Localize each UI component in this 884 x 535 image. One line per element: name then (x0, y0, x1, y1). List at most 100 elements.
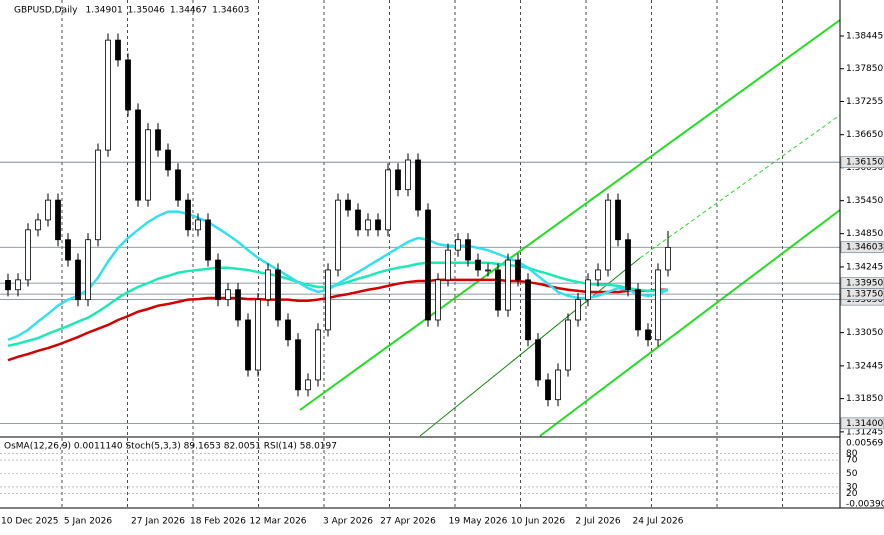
candle-body (465, 239, 471, 261)
level-label-bg (840, 417, 884, 430)
vertical-grid (61, 0, 783, 508)
moving-average (7, 210, 669, 341)
candle-body (565, 319, 571, 371)
y-tick-label: 1.32445 (846, 361, 883, 371)
candle-body (35, 219, 41, 231)
header-value: 1.34603 (212, 6, 249, 16)
candle-body (225, 289, 231, 301)
level-label-bg (840, 156, 884, 168)
level-label: 1.31400 (846, 419, 883, 429)
y-tick-label: 1.37850 (846, 64, 883, 74)
level-label: 1.33650 (846, 295, 883, 305)
candle-body (25, 229, 31, 281)
candle-body (235, 289, 241, 321)
candle-body (385, 169, 391, 231)
candle-body (115, 39, 121, 61)
candle-body (555, 369, 561, 401)
candle-body (325, 269, 331, 331)
candle-body (335, 199, 341, 271)
candle-body (515, 259, 521, 281)
level-label-bg (840, 288, 884, 300)
level-label: 1.36150 (846, 158, 883, 168)
candle-body (75, 259, 81, 301)
candle-body (285, 319, 291, 341)
candle-body (605, 199, 611, 271)
candle-body (265, 269, 271, 301)
level-label-bg (840, 241, 884, 254)
candle-body (445, 249, 451, 281)
candle-body (155, 129, 161, 151)
candle-body (375, 219, 381, 231)
x-tick-label: 5 Jan 2026 (64, 517, 112, 527)
channel-mid-ext (639, 114, 841, 259)
candle-body (665, 247, 671, 271)
candle-body (485, 269, 491, 272)
y-tick-label: 1.33050 (846, 328, 883, 338)
candle-body (205, 219, 211, 261)
candle-body (525, 279, 531, 341)
x-tick-label: 27 Apr 2026 (380, 517, 436, 527)
y-tick-label: 20 (846, 489, 858, 499)
indicator-title: OsMA(12,26,9) 0.0011140 Stoch(5,3,3) 89.… (4, 442, 337, 452)
candle-body (595, 269, 601, 281)
candle-body (165, 149, 171, 171)
candle-body (295, 339, 301, 391)
x-tick-label: 10 Dec 2025 (1, 517, 59, 527)
header-value: 1.35046 (128, 6, 165, 16)
plot (0, 33, 840, 494)
candle-body (345, 199, 351, 211)
candle-body (5, 280, 11, 291)
candle-body (215, 259, 221, 301)
y-tick-label: 1.31245 (846, 427, 883, 437)
channel-upper (299, 19, 841, 411)
candle-body (625, 239, 631, 291)
candle-body (125, 59, 131, 111)
channel-mid (419, 257, 641, 437)
level-label: 1.33950 (846, 279, 883, 289)
level-label: 1.34603 (846, 243, 883, 253)
candle-body (145, 129, 151, 201)
candle-body (615, 199, 621, 241)
candle-body (255, 299, 261, 371)
candle-body (95, 149, 101, 241)
candle-body (305, 379, 311, 391)
candle-body (195, 219, 201, 231)
x-tick-label: 19 May 2026 (449, 517, 508, 527)
y2-tick-label: 0.005692 (846, 439, 884, 449)
candle-body (365, 219, 371, 231)
y-tick-label: 1.36050 (846, 163, 883, 173)
candle-body (545, 379, 551, 401)
y-tick-label: 30 (846, 482, 858, 492)
candle-body (395, 169, 401, 191)
candle-body (245, 319, 251, 371)
y-tick-label: 1.35450 (846, 196, 883, 206)
y-tick-label: 1.34850 (846, 229, 883, 239)
x-tick-label: 10 Jun 2026 (511, 517, 565, 527)
x-tick-label: 12 Mar 2026 (249, 517, 306, 527)
header-value: 1.34901 (85, 6, 122, 16)
candle-body (355, 209, 361, 231)
header-value: 1.34467 (170, 6, 207, 16)
candle-body (185, 199, 191, 231)
y-tick-label: 50 (846, 469, 858, 479)
candle-body (415, 159, 421, 211)
y-tick-label: 70 (846, 456, 858, 466)
y-tick-label: 1.34245 (846, 262, 883, 272)
x-tick-label: 2 Jul 2026 (575, 517, 620, 527)
candle-body (275, 269, 281, 321)
candle-body (535, 339, 541, 381)
candle-body (175, 169, 181, 201)
channel-lower (539, 209, 841, 437)
y-tick-label: 1.36650 (846, 130, 883, 140)
candle-body (85, 239, 91, 301)
candle-body (65, 239, 71, 261)
candle-body (105, 39, 111, 151)
candle-body (455, 239, 461, 251)
candle-body (45, 199, 51, 221)
symbol-title: GBPUSD,Daily (14, 6, 78, 16)
y-tick-label: 1.37255 (846, 97, 883, 107)
candle-body (15, 279, 21, 291)
x-tick-label: 27 Jan 2026 (131, 517, 185, 527)
